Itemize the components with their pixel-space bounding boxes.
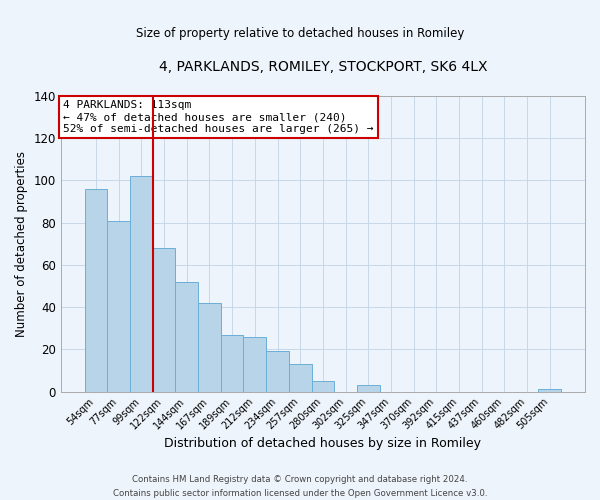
Bar bbox=[244, 336, 266, 392]
Bar bbox=[198, 303, 221, 392]
Text: Size of property relative to detached houses in Romiley: Size of property relative to detached ho… bbox=[136, 28, 464, 40]
Bar bbox=[107, 220, 130, 392]
Bar bbox=[175, 282, 198, 392]
Bar bbox=[152, 248, 175, 392]
Bar bbox=[357, 385, 380, 392]
Title: 4, PARKLANDS, ROMILEY, STOCKPORT, SK6 4LX: 4, PARKLANDS, ROMILEY, STOCKPORT, SK6 4L… bbox=[158, 60, 487, 74]
Text: 4 PARKLANDS: 113sqm
← 47% of detached houses are smaller (240)
52% of semi-detac: 4 PARKLANDS: 113sqm ← 47% of detached ho… bbox=[64, 100, 374, 134]
Bar bbox=[538, 390, 561, 392]
Bar bbox=[85, 189, 107, 392]
Bar bbox=[289, 364, 311, 392]
Text: Contains HM Land Registry data © Crown copyright and database right 2024.
Contai: Contains HM Land Registry data © Crown c… bbox=[113, 476, 487, 498]
Bar bbox=[311, 381, 334, 392]
Bar bbox=[266, 352, 289, 392]
Bar bbox=[130, 176, 152, 392]
Y-axis label: Number of detached properties: Number of detached properties bbox=[15, 151, 28, 337]
X-axis label: Distribution of detached houses by size in Romiley: Distribution of detached houses by size … bbox=[164, 437, 481, 450]
Bar bbox=[221, 334, 244, 392]
